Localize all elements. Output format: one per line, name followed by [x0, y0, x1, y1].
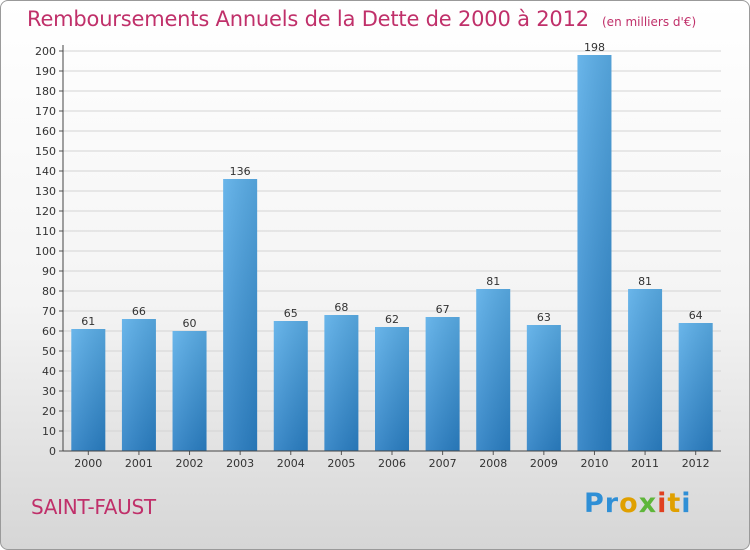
- brand-letter: i: [681, 488, 692, 519]
- bar-shade: [476, 289, 511, 451]
- y-tick-label: 10: [42, 425, 56, 438]
- value-label: 60: [183, 317, 197, 330]
- value-label: 67: [436, 303, 450, 316]
- chart-title: Remboursements Annuels de la Dette de 20…: [27, 7, 589, 31]
- axes: [62, 45, 721, 452]
- brand-letter: t: [667, 488, 682, 519]
- bar-shade: [577, 55, 612, 451]
- bar-shade: [121, 319, 156, 451]
- y-tick-label: 200: [35, 45, 56, 58]
- bar-shade: [425, 317, 460, 451]
- bar-shade: [526, 325, 561, 451]
- title-row: Remboursements Annuels de la Dette de 20…: [27, 7, 696, 31]
- x-tick-label: 2000: [74, 457, 102, 470]
- x-tick-label: 2003: [226, 457, 254, 470]
- x-tick-label: 2010: [580, 457, 608, 470]
- y-tick-label: 90: [42, 265, 56, 278]
- x-tick-label: 2008: [479, 457, 507, 470]
- x-tick-label: 2006: [378, 457, 406, 470]
- y-tick-label: 140: [35, 165, 56, 178]
- y-tick-label: 100: [35, 245, 56, 258]
- bar-shade: [71, 329, 106, 451]
- y-tick-label: 180: [35, 85, 56, 98]
- y-tick-label: 160: [35, 125, 56, 138]
- y-tick-label: 20: [42, 405, 56, 418]
- x-tick-label: 2001: [125, 457, 153, 470]
- value-label: 63: [537, 311, 551, 324]
- y-tick-label: 0: [49, 445, 56, 458]
- x-tick-label: 2007: [429, 457, 457, 470]
- value-label: 62: [385, 313, 399, 326]
- x-tick-label: 2009: [530, 457, 558, 470]
- y-axis-ticks: 0 10 20 30 40 50 60 70 80 90 100 110 120 130 140 150 160…: [35, 45, 63, 458]
- y-tick-label: 80: [42, 285, 56, 298]
- value-label: 81: [486, 275, 500, 288]
- bar-shade: [324, 315, 359, 451]
- x-tick-label: 2011: [631, 457, 659, 470]
- bars: [71, 55, 713, 451]
- value-label: 136: [230, 165, 251, 178]
- x-tick-label: 2012: [682, 457, 710, 470]
- bar-shade: [273, 321, 308, 451]
- y-tick-label: 60: [42, 325, 56, 338]
- x-tick-label: 2005: [327, 457, 355, 470]
- bar-shade: [678, 323, 713, 451]
- brand-letter: x: [638, 488, 658, 519]
- brand-letter: r: [604, 488, 620, 519]
- chart-subtitle: (en milliers d'€): [602, 15, 697, 29]
- bar-shade: [628, 289, 663, 451]
- brand-letter: i: [657, 488, 668, 519]
- y-tick-label: 110: [35, 225, 56, 238]
- brand-letter: P: [584, 488, 605, 519]
- x-axis-ticks: 2000 2001 2002 2003 2004 2005 2006 2007 2008 2009…: [74, 451, 710, 470]
- brand-letter: o: [619, 488, 639, 519]
- y-tick-label: 40: [42, 365, 56, 378]
- value-label: 65: [284, 307, 298, 320]
- bar-shade: [375, 327, 409, 451]
- value-label: 198: [584, 41, 605, 54]
- bar-shade: [172, 331, 207, 451]
- bar-shade: [223, 179, 258, 451]
- y-tick-label: 190: [35, 65, 56, 78]
- y-tick-label: 170: [35, 105, 56, 118]
- x-tick-label: 2002: [176, 457, 204, 470]
- commune-name: SAINT-FAUST: [31, 495, 156, 519]
- y-tick-label: 70: [42, 305, 56, 318]
- y-tick-label: 120: [35, 205, 56, 218]
- y-tick-label: 30: [42, 385, 56, 398]
- y-tick-label: 150: [35, 145, 56, 158]
- y-tick-label: 130: [35, 185, 56, 198]
- value-label: 66: [132, 305, 146, 318]
- y-tick-label: 50: [42, 345, 56, 358]
- proxiti-logo[interactable]: Proxiti: [584, 488, 692, 519]
- value-label: 81: [638, 275, 652, 288]
- x-tick-label: 2004: [277, 457, 305, 470]
- value-label: 61: [81, 315, 95, 328]
- value-label: 64: [689, 309, 703, 322]
- value-label: 68: [334, 301, 348, 314]
- value-labels: 61 66 60 136 65 68 62 67 81 63 198 81 64: [81, 41, 702, 330]
